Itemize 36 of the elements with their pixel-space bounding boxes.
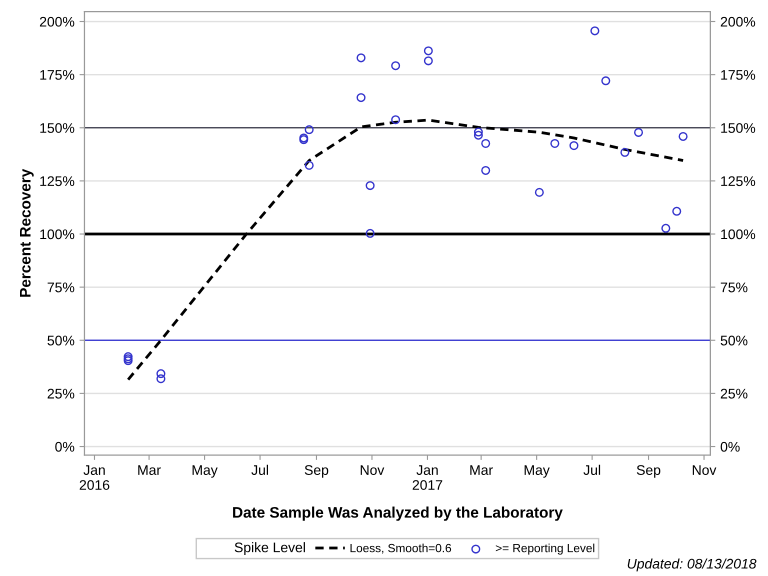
- y2-tick-label: 25%: [720, 388, 748, 399]
- y-axis-title: Percent Recovery: [20, 168, 34, 297]
- legend-label: >= Reporting Level: [496, 544, 594, 555]
- y-tick-label: 50%: [48, 336, 74, 346]
- y2-tick-label: 175%: [721, 70, 756, 80]
- x-tick-label: Jul: [583, 464, 600, 475]
- y-tick-label: 75%: [48, 282, 74, 292]
- x-tick-label: Jan 2016: [80, 465, 110, 490]
- y2-tick-label: 100%: [721, 229, 756, 240]
- y2-tick-label: 150%: [721, 123, 756, 133]
- y2-tick-label: 50%: [720, 336, 748, 346]
- y-tick-label: 175%: [40, 70, 74, 80]
- x-tick-label: Sep: [304, 465, 328, 478]
- y-tick-label: 150%: [40, 123, 74, 133]
- x-tick-label: Jan 2017: [412, 465, 442, 490]
- x-tick-label: Nov: [692, 465, 716, 475]
- y-tick-label: 200%: [40, 16, 74, 27]
- legend-label: Loess, Smooth=0.6: [350, 544, 452, 554]
- y-tick-label: 100%: [40, 229, 74, 240]
- x-tick-label: Sep: [636, 465, 660, 478]
- y2-tick-label: 200%: [720, 16, 756, 27]
- x-tick-label: Mar: [138, 465, 161, 475]
- x-tick-label: Jul: [251, 464, 268, 475]
- x-tick-label: Nov: [360, 465, 384, 475]
- y2-tick-label: 75%: [720, 282, 748, 292]
- x-tick-label: May: [192, 465, 218, 478]
- y2-tick-label: 125%: [721, 176, 756, 186]
- y2-tick-label: 0%: [720, 442, 740, 452]
- x-tick-label: Mar: [470, 465, 493, 475]
- y-tick-label: 25%: [48, 388, 74, 399]
- text: Updated: 08/13/2018: [628, 558, 756, 572]
- x-tick-label: May: [524, 465, 550, 478]
- x-axis-title: Date Sample Was Analyzed by the Laboratory: [233, 506, 563, 521]
- legend-title: Spike Level: [234, 542, 305, 556]
- y-tick-label: 0%: [55, 442, 74, 452]
- y-tick-label: 125%: [40, 176, 74, 186]
